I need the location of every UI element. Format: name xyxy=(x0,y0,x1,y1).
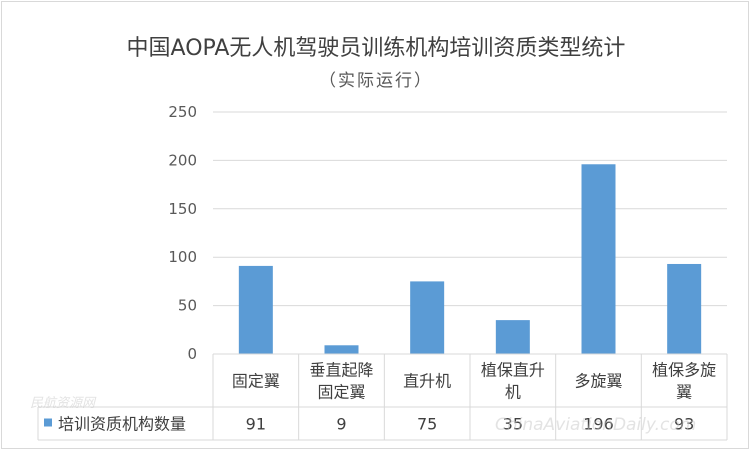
table-value: 91 xyxy=(246,415,266,434)
category-label: 垂直起降 xyxy=(309,361,373,380)
bar-layer xyxy=(238,164,702,354)
category-label: 多旋翼 xyxy=(574,372,622,391)
category-label: 直升机 xyxy=(403,372,451,391)
chart-title: 中国AOPA无人机驾驶员训练机构培训资质类型统计 xyxy=(126,36,626,61)
category-label: 翼 xyxy=(676,383,692,402)
table-value: 9 xyxy=(336,415,346,434)
tick-layer: 0 50 100 150 200 250 xyxy=(168,103,197,363)
y-tick-label: 200 xyxy=(168,151,197,169)
category-label: 固定翼 xyxy=(232,372,280,391)
category-label: 机 xyxy=(505,383,521,402)
grid-layer xyxy=(213,111,727,355)
watermark-right: ChinaAviationDaily.com xyxy=(495,415,697,435)
y-tick-label: 100 xyxy=(168,248,197,266)
category-label: 植保直升 xyxy=(481,361,545,380)
series-name: 培训资质机构数量 xyxy=(58,415,186,434)
bar xyxy=(238,265,273,354)
bar xyxy=(324,345,359,354)
watermark-left: 民航资源网 xyxy=(30,396,96,411)
category-label: 固定翼 xyxy=(317,383,365,402)
table-value: 35 xyxy=(503,415,523,434)
table-value: 196 xyxy=(583,415,614,434)
category-label: 植保多旋 xyxy=(652,361,716,380)
bar xyxy=(495,320,530,354)
bar xyxy=(410,281,445,354)
table-value: 93 xyxy=(674,415,694,434)
y-tick-label: 50 xyxy=(178,297,197,315)
y-tick-label: 250 xyxy=(168,103,197,121)
bar xyxy=(667,263,702,354)
legend-key xyxy=(44,418,52,427)
y-tick-label: 0 xyxy=(187,345,197,363)
bar xyxy=(581,164,616,354)
table-value: 75 xyxy=(417,415,437,434)
y-tick-label: 150 xyxy=(168,200,197,218)
chart-subtitle: （实际运行） xyxy=(319,71,433,91)
